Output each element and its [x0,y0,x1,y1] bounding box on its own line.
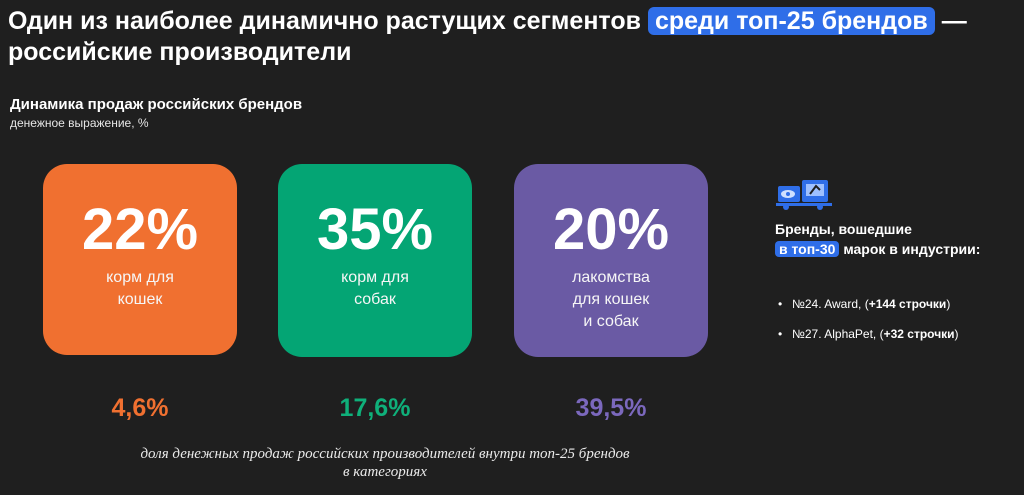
footnote: доля денежных продаж российских производ… [90,445,680,481]
side-title-rest: марок в индустрии: [843,241,981,257]
headline-highlight: среди топ-25 брендов [647,7,935,35]
headline: Один из наиболее динамично растущих сегм… [8,6,1018,68]
card-dog-food: 35% корм для собак [278,164,472,357]
brand-close: ) [954,327,959,341]
card-value: 35% [316,197,434,262]
card-label-line: кошек [117,291,163,308]
brand-list: • №24. Award, (+144 строчки) • №27. AlphaP… [778,296,959,356]
headline-pre: Один из наиболее динамично растущих сегм… [8,7,641,35]
bullet: • [778,297,783,311]
card-value: 20% [552,197,670,262]
card-label: корм для собак [341,267,409,311]
card-label-line: и собак [583,313,639,330]
card-label-line: корм для [106,269,174,286]
brand-text: №24. Award, ( [792,297,869,311]
card-label-line: корм для [341,269,409,286]
share-treats: 39,5% [575,394,647,422]
list-item: • №27. AlphaPet, (+32 строчки) [778,326,959,342]
card-cat-food: 22% корм для кошек [43,164,237,355]
bullet: • [778,327,783,341]
side-title: Бренды, вошедшие в топ-30 марок в индуст… [775,219,980,259]
card-label-line: для кошек [572,291,650,308]
trucks-icon [776,180,832,210]
card-treats: 20% лакомства для кошек и собак [514,164,708,357]
side-title-line2: в топ-30 марок в индустрии: [775,239,980,259]
footnote-line: доля денежных продаж российских производ… [140,446,630,462]
card-value: 22% [81,197,199,262]
share-cat-food: 4,6% [111,394,169,422]
card-label-line: собак [354,291,396,308]
section-title: Динамика продаж российских брендов [10,96,303,113]
brand-text: №27. AlphaPet, ( [792,327,884,341]
section-subtitle: денежное выражение, % [10,116,149,130]
side-title-line1: Бренды, вошедшие [775,221,912,237]
share-dog-food: 17,6% [339,394,411,422]
card-label-line: лакомства [572,269,650,286]
headline-post: — российские производители [8,7,967,66]
card-label: корм для кошек [106,267,174,311]
side-title-highlight: в топ-30 [775,241,840,257]
list-item: • №24. Award, (+144 строчки) [778,296,959,312]
brand-delta: +144 строчки [868,297,947,311]
card-label: лакомства для кошек и собак [572,267,650,333]
footnote-line: в категориях [343,464,427,480]
brand-close: ) [946,297,951,311]
brand-delta: +32 строчки [883,327,955,341]
